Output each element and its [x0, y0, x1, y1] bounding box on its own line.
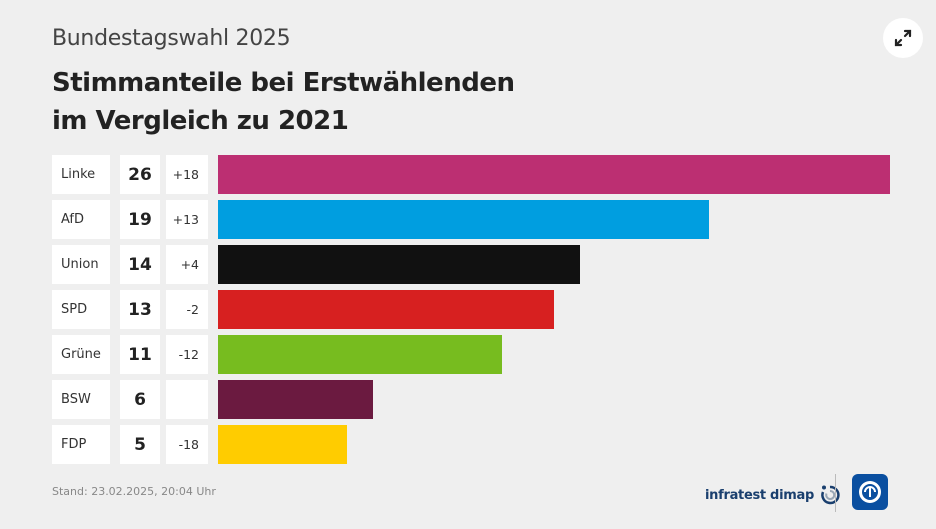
bar [218, 425, 348, 464]
infratest-label: infratest dimap [705, 487, 814, 503]
change-label: -2 [166, 290, 208, 329]
value-label: 5 [120, 425, 160, 464]
value-label: 11 [120, 335, 160, 374]
footer-divider [835, 474, 836, 512]
bar [218, 155, 890, 194]
chart-title: Stimmanteile bei Erstwählenden im Vergle… [52, 64, 515, 140]
change-label [166, 380, 208, 419]
party-label: SPD [52, 290, 110, 329]
value-label: 13 [120, 290, 160, 329]
bar [218, 200, 710, 239]
infratest-logo-icon [821, 485, 840, 505]
value-label: 26 [120, 155, 160, 194]
change-label: +13 [166, 200, 208, 239]
expand-arrows-icon [894, 29, 912, 47]
chart-title-line1: Stimmanteile bei Erstwählenden [52, 68, 515, 98]
tagesschau-logo-icon [859, 481, 881, 503]
party-label: FDP [52, 425, 110, 464]
expand-button[interactable] [883, 18, 923, 58]
timestamp: Stand: 23.02.2025, 20:04 Uhr [52, 485, 216, 498]
value-label: 14 [120, 245, 160, 284]
change-label: +18 [166, 155, 208, 194]
value-label: 19 [120, 200, 160, 239]
subtitle: Bundestagswahl 2025 [52, 26, 291, 51]
party-label: AfD [52, 200, 110, 239]
bar [218, 380, 374, 419]
party-label: Grüne [52, 335, 110, 374]
infratest-logo: infratest dimap [705, 484, 842, 506]
change-label: -18 [166, 425, 208, 464]
tagesschau-logo [852, 474, 888, 510]
change-label: +4 [166, 245, 208, 284]
change-label: -12 [166, 335, 208, 374]
bar [218, 245, 580, 284]
party-label: BSW [52, 380, 110, 419]
bar [218, 290, 554, 329]
value-label: 6 [120, 380, 160, 419]
chart-title-line2: im Vergleich zu 2021 [52, 106, 349, 136]
bar [218, 335, 503, 374]
party-label: Linke [52, 155, 110, 194]
party-label: Union [52, 245, 110, 284]
